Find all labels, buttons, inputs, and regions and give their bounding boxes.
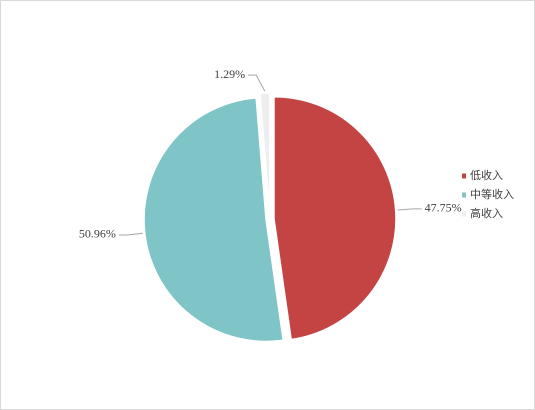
- legend-label: 低收入: [470, 168, 503, 182]
- data-label: 47.75%: [425, 201, 462, 215]
- pie-slice: [143, 97, 285, 343]
- data-label: 50.96%: [79, 227, 116, 241]
- pie-slice: [259, 92, 271, 216]
- legend-swatch: [462, 173, 466, 179]
- pie-slice: [273, 95, 397, 341]
- leader-line: [397, 208, 422, 211]
- leader-line: [118, 232, 143, 236]
- legend-swatch: [462, 211, 466, 217]
- legend-swatch: [462, 192, 466, 198]
- leader-line: [248, 74, 266, 92]
- legend-label: 中等收入: [470, 187, 514, 201]
- data-label: 1.29%: [214, 67, 245, 81]
- legend-label: 高收入: [470, 206, 503, 220]
